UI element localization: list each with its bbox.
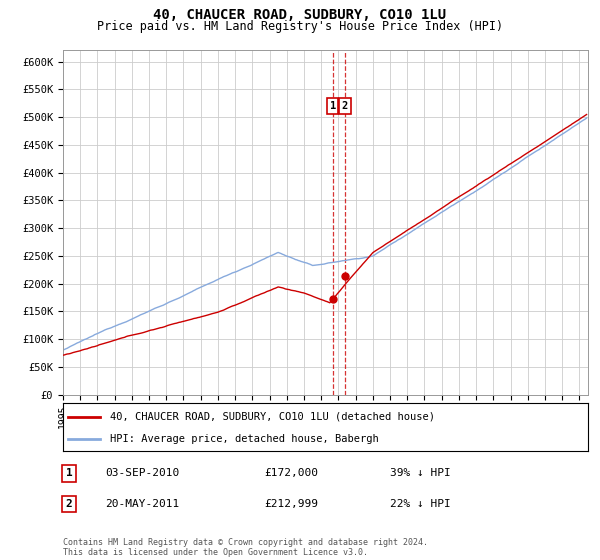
Text: Price paid vs. HM Land Registry's House Price Index (HPI): Price paid vs. HM Land Registry's House … — [97, 20, 503, 32]
Text: 39% ↓ HPI: 39% ↓ HPI — [390, 468, 451, 478]
Text: 2: 2 — [65, 499, 73, 509]
Text: 1: 1 — [65, 468, 73, 478]
Text: £212,999: £212,999 — [264, 499, 318, 509]
Text: HPI: Average price, detached house, Babergh: HPI: Average price, detached house, Babe… — [110, 434, 379, 444]
Text: 40, CHAUCER ROAD, SUDBURY, CO10 1LU: 40, CHAUCER ROAD, SUDBURY, CO10 1LU — [154, 8, 446, 22]
Text: 03-SEP-2010: 03-SEP-2010 — [105, 468, 179, 478]
Text: Contains HM Land Registry data © Crown copyright and database right 2024.
This d: Contains HM Land Registry data © Crown c… — [63, 538, 428, 557]
Text: 22% ↓ HPI: 22% ↓ HPI — [390, 499, 451, 509]
Text: 2: 2 — [342, 101, 348, 111]
Text: £172,000: £172,000 — [264, 468, 318, 478]
Text: 20-MAY-2011: 20-MAY-2011 — [105, 499, 179, 509]
Text: 1: 1 — [329, 101, 336, 111]
Text: 40, CHAUCER ROAD, SUDBURY, CO10 1LU (detached house): 40, CHAUCER ROAD, SUDBURY, CO10 1LU (det… — [110, 412, 435, 422]
